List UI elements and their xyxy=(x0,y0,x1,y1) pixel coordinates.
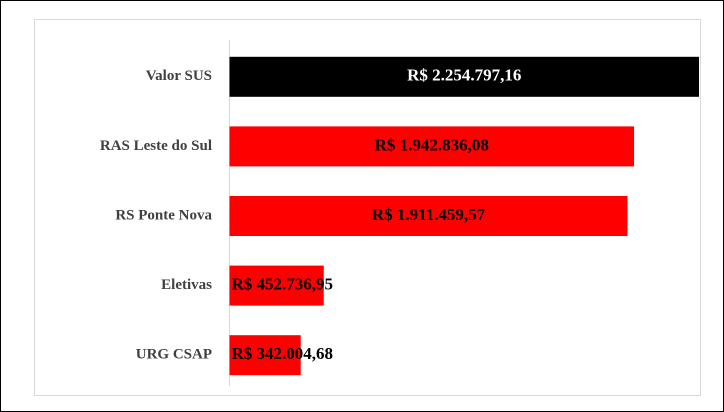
bar xyxy=(229,335,301,376)
value-label: R$ 1.911.459,57 xyxy=(372,205,486,224)
category-label: URG CSAP xyxy=(136,347,212,363)
bar xyxy=(229,56,699,97)
value-label: R$ 2.254.797,16 xyxy=(407,66,521,85)
bar xyxy=(229,126,635,167)
category-label: RAS Leste do Sul xyxy=(100,138,212,154)
category-label: Valor SUS xyxy=(146,68,212,84)
value-label: R$ 1.942.836,08 xyxy=(375,135,489,154)
bar xyxy=(229,265,324,306)
value-label: R$ 342.004,68 xyxy=(232,344,334,363)
category-label: Eletivas xyxy=(161,277,212,293)
bar xyxy=(229,196,628,236)
plot-frame xyxy=(34,19,701,396)
value-label: R$ 452.736,95 xyxy=(232,275,334,294)
category-label: RS Ponte Nova xyxy=(115,207,212,223)
